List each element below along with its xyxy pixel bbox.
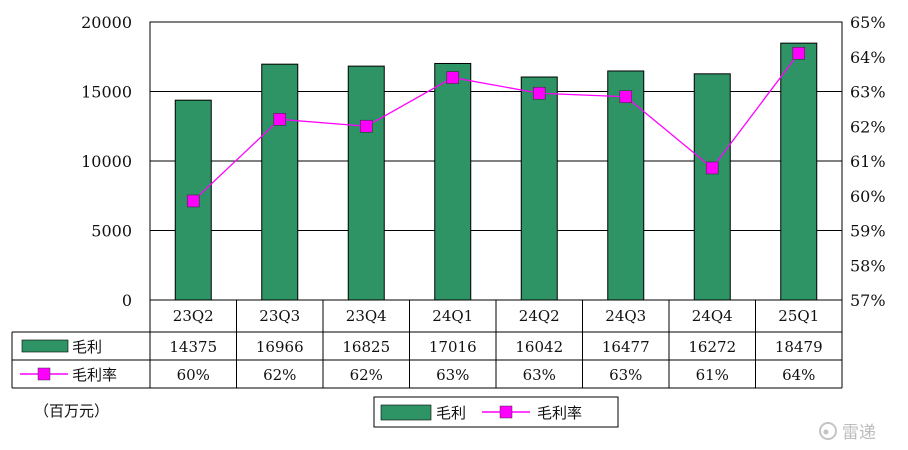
table-cell-gross-profit: 16966 [256, 338, 304, 356]
table-cell-margin: 62% [350, 366, 383, 384]
bar [348, 66, 384, 300]
table-cell-gross-profit: 17016 [429, 338, 477, 356]
table-cell-margin: 63% [436, 366, 469, 384]
table-cell-margin: 60% [177, 366, 210, 384]
table-cell-gross-profit: 16042 [515, 338, 563, 356]
line-marker [706, 162, 718, 174]
bar-series [175, 43, 817, 300]
right-tick-label: 64% [850, 48, 886, 67]
right-tick-label: 59% [850, 222, 886, 241]
table-row-header: 毛利 [72, 338, 102, 356]
bar [608, 71, 644, 300]
table-cell-gross-profit: 16825 [342, 338, 390, 356]
watermark: 雷递 [820, 423, 876, 443]
category-label: 24Q3 [605, 307, 646, 325]
right-tick-label: 58% [850, 256, 886, 275]
legend-bar-label: 毛利 [436, 404, 466, 422]
category-label: 25Q1 [778, 307, 819, 325]
right-tick-label: 57% [850, 291, 886, 310]
left-tick-label: 20000 [81, 13, 132, 32]
category-label: 23Q2 [173, 307, 214, 325]
category-label: 24Q4 [692, 307, 733, 325]
category-label: 23Q3 [259, 307, 300, 325]
table-cell-gross-profit: 16272 [688, 338, 736, 356]
line-marker [274, 113, 286, 125]
table-cell-gross-profit: 16477 [602, 338, 650, 356]
category-label: 23Q4 [346, 307, 387, 325]
line-marker [793, 47, 805, 59]
table-cell-margin: 63% [609, 366, 642, 384]
bar [521, 77, 557, 300]
weibo-icon-eye [824, 430, 829, 435]
category-label: 24Q1 [432, 307, 473, 325]
table-cell-margin: 62% [263, 366, 296, 384]
unit-label: （百万元） [34, 402, 109, 420]
line-marker [533, 87, 545, 99]
legend: 毛利 毛利率 [374, 397, 618, 427]
table-row-header: 毛利率 [72, 366, 117, 384]
legend-line-label: 毛利率 [537, 404, 582, 422]
left-tick-label: 0 [122, 291, 132, 310]
table-cell-gross-profit: 14375 [169, 338, 217, 356]
line-marker [187, 195, 199, 207]
table-line-marker [38, 368, 50, 380]
table-cell-margin: 61% [696, 366, 729, 384]
left-tick-label: 15000 [81, 83, 132, 102]
right-tick-label: 63% [850, 83, 886, 102]
legend-line-marker [500, 406, 512, 418]
watermark-text: 雷递 [842, 423, 876, 443]
bar [435, 63, 471, 300]
gridlines [150, 92, 842, 231]
right-tick-label: 62% [850, 117, 886, 136]
left-axis-ticks: 0 5000 10000 15000 20000 [81, 13, 132, 310]
table-cell-margin: 63% [523, 366, 556, 384]
table-bar-swatch [22, 340, 68, 352]
left-tick-label: 5000 [91, 222, 132, 241]
category-label: 24Q2 [519, 307, 560, 325]
bar [262, 64, 298, 300]
line-marker [447, 72, 459, 84]
table-cell-margin: 64% [782, 366, 815, 384]
table-cell-gross-profit: 18479 [775, 338, 823, 356]
line-marker [620, 91, 632, 103]
right-tick-label: 65% [850, 13, 886, 32]
right-tick-label: 61% [850, 152, 886, 171]
right-axis-ticks: 57% 58% 59% 60% 61% 62% 63% 64% 65% [850, 13, 886, 310]
bar [781, 43, 817, 300]
left-tick-label: 10000 [81, 152, 132, 171]
legend-bar-swatch [381, 405, 431, 420]
bar [694, 74, 730, 300]
right-tick-label: 60% [850, 187, 886, 206]
line-marker [360, 120, 372, 132]
